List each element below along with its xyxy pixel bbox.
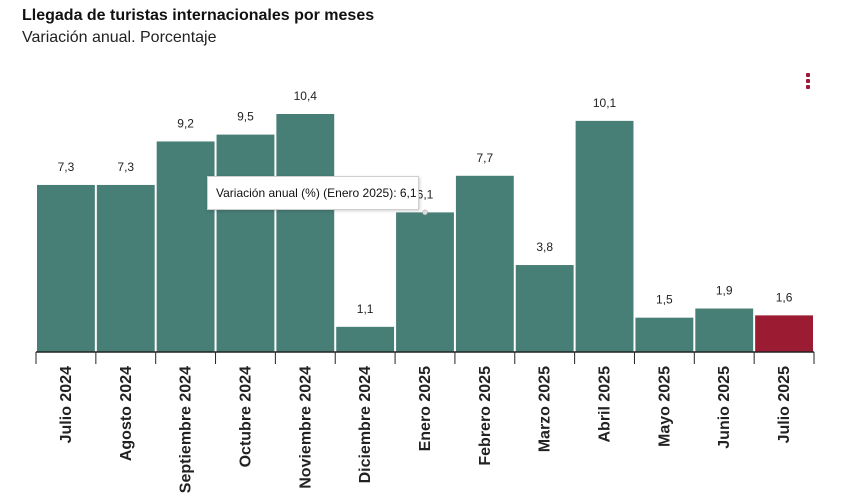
data-label: 9,2 xyxy=(177,116,194,130)
menu-dot xyxy=(806,85,810,89)
x-tick-label: Junio 2025 xyxy=(716,366,733,449)
bar[interactable] xyxy=(216,134,275,352)
bar[interactable] xyxy=(575,120,634,353)
data-label: 7,3 xyxy=(117,160,134,174)
bar[interactable] xyxy=(37,184,95,352)
tooltip-anchor-marker xyxy=(422,209,428,216)
x-tick-label: Mayo 2025 xyxy=(656,366,673,447)
menu-dot xyxy=(806,73,810,77)
data-label: 10,4 xyxy=(294,89,318,103)
x-tick-label: Enero 2025 xyxy=(417,366,434,451)
bar[interactable] xyxy=(455,175,514,352)
data-label: 7,3 xyxy=(58,160,75,174)
kebab-menu-icon[interactable] xyxy=(800,70,816,92)
x-tick-label: Septiembre 2024 xyxy=(178,366,195,493)
bar[interactable] xyxy=(96,184,155,352)
data-label: 3,8 xyxy=(536,240,553,254)
data-label: 1,9 xyxy=(716,284,733,298)
data-label: 9,5 xyxy=(237,110,254,124)
x-tick-label: Octubre 2024 xyxy=(237,366,254,467)
bar[interactable] xyxy=(515,265,574,352)
x-tick-label: Julio 2024 xyxy=(58,366,75,443)
data-label: 6,1 xyxy=(417,187,434,201)
x-tick-label: Marzo 2025 xyxy=(537,366,554,452)
x-tick-label: Agosto 2024 xyxy=(118,366,135,461)
data-label: 1,6 xyxy=(776,290,793,304)
x-tick-label: Julio 2025 xyxy=(776,366,793,443)
chart-subtitle: Variación anual. Porcentaje xyxy=(22,29,217,46)
data-label: 7,7 xyxy=(477,151,494,165)
bar[interactable] xyxy=(695,308,754,352)
tooltip: Variación anual (%) (Enero 2025): 6,1 xyxy=(207,176,419,210)
x-tick-label: Diciembre 2024 xyxy=(357,366,374,484)
data-label: 10,1 xyxy=(593,96,617,110)
x-tick-label: Abril 2025 xyxy=(597,366,614,443)
bar[interactable] xyxy=(755,315,813,352)
x-tick-label: Noviembre 2024 xyxy=(297,366,314,489)
bar[interactable] xyxy=(276,114,335,352)
x-tick-label: Febrero 2025 xyxy=(477,366,494,466)
bar[interactable] xyxy=(635,317,694,352)
data-label: 1,1 xyxy=(357,302,374,316)
data-label: 1,5 xyxy=(656,293,673,307)
bar[interactable] xyxy=(396,212,454,352)
menu-dot xyxy=(806,79,810,83)
bar[interactable] xyxy=(156,141,215,352)
bar[interactable] xyxy=(336,326,395,352)
chart-title: Llegada de turistas internacionales por … xyxy=(22,7,375,24)
